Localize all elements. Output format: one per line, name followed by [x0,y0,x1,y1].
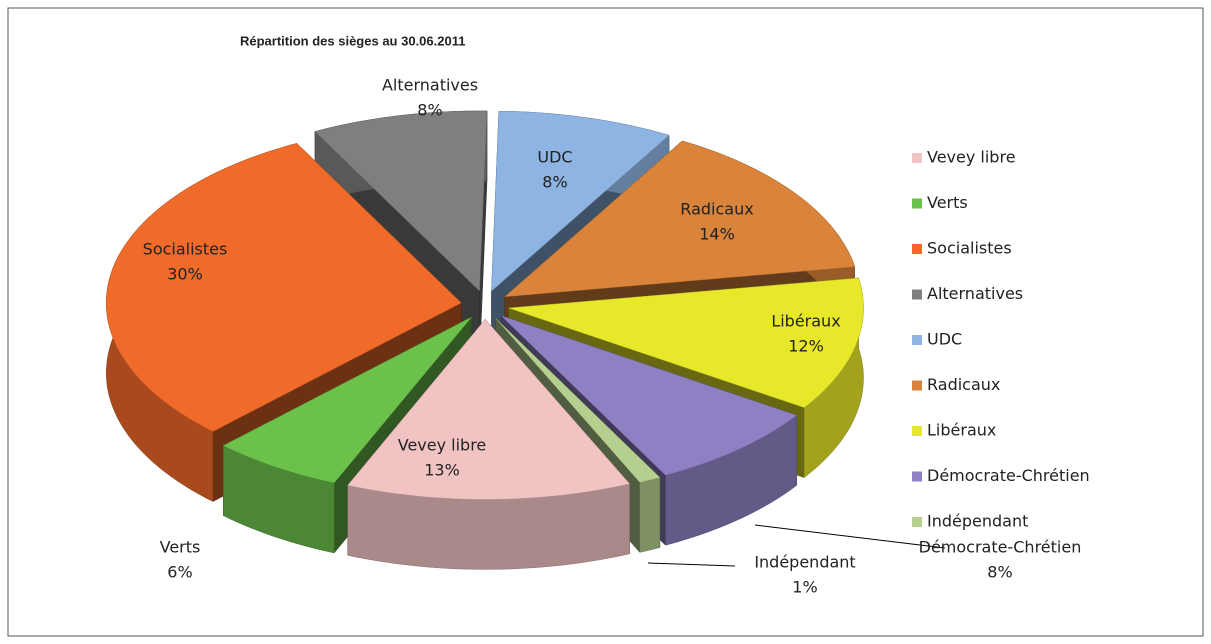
legend-label: Radicaux [927,375,1000,394]
legend-swatch [912,198,922,209]
legend-swatch [912,244,922,254]
data-label: 8% [542,173,567,192]
labels: Vevey libre 13% Verts 6% Socialistes 30% Alter… [143,76,1082,597]
slice [491,110,670,292]
data-label: 8% [987,563,1012,582]
data-label: 14% [699,225,735,244]
legend-swatch [912,471,922,482]
data-label-name: Alternatives [382,76,478,95]
slice [347,319,631,500]
legend-label: Alternatives [927,284,1023,303]
legend: Vevey libre Verts Socialistes Alternatives U… [912,148,1090,531]
slice [314,110,488,292]
slice-edge [639,477,661,553]
data-label-name: Verts [160,538,201,557]
data-label-name: Indépendant [754,553,855,572]
legend-swatch [912,289,922,300]
data-label: 12% [788,337,824,356]
data-label-name: Démocrate-Chrétien [919,538,1082,557]
legend-swatch [912,153,922,163]
data-label-name: UDC [537,148,572,167]
leader-line [754,524,946,549]
slice [500,315,798,476]
legend-label: Socialistes [927,239,1012,258]
legend-swatch [912,426,922,436]
legend-swatch [912,380,922,391]
legend-swatch [912,335,922,345]
legend-label: Vevey libre [927,148,1016,167]
leader-line [647,562,736,567]
slice [222,316,472,484]
data-label: 30% [167,265,203,284]
legend-label: Indépendant [927,512,1028,531]
legend-label: Verts [927,193,968,212]
chart-title: Répartition des sièges au 30.06.2011 [240,33,465,48]
legend-label: UDC [927,330,962,349]
data-label: 6% [167,563,192,582]
slice [503,140,856,298]
data-label: 8% [417,101,442,120]
pie [106,110,864,570]
data-label-name: Vevey libre [398,436,487,455]
slice [508,277,864,408]
data-label: 13% [424,461,460,480]
slice [106,143,462,432]
legend-label: Démocrate-Chrétien [927,466,1090,485]
legend-label: Libéraux [927,421,996,440]
data-label-name: Socialistes [143,240,228,259]
data-label-name: Libéraux [771,312,840,331]
data-label: 1% [792,578,817,597]
legend-swatch [912,517,922,527]
slice [495,317,661,483]
data-label-name: Radicaux [680,200,753,219]
